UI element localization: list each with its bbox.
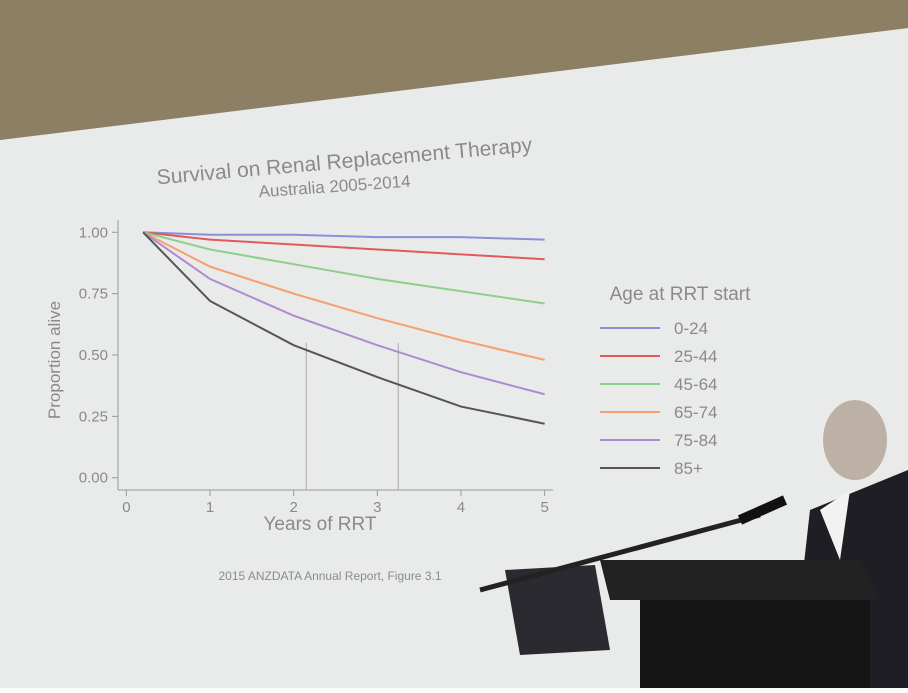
y-tick-label: 0.00	[79, 470, 108, 487]
x-tick-label: 3	[373, 499, 381, 516]
x-tick-label: 4	[457, 499, 465, 516]
y-tick-label: 0.75	[79, 286, 108, 303]
x-tick-label: 2	[290, 499, 298, 516]
y-tick-label: 1.00	[79, 224, 108, 241]
legend-title: Age at RRT start	[610, 284, 752, 305]
photo: Survival on Renal Replacement Therapy Au…	[0, 0, 908, 688]
x-tick-label: 1	[206, 499, 214, 516]
podium-top	[600, 560, 880, 600]
legend-label: 45-64	[674, 375, 717, 394]
legend-label: 75-84	[674, 431, 717, 450]
legend-label: 0-24	[674, 319, 708, 338]
x-tick-label: 0	[122, 499, 130, 516]
podium	[640, 600, 870, 688]
legend-label: 65-74	[674, 403, 717, 422]
x-axis-label: Years of RRT	[264, 514, 377, 535]
y-tick-label: 0.50	[79, 347, 108, 364]
legend-label: 25-44	[674, 347, 717, 366]
page: Survival on Renal Replacement Therapy Au…	[0, 0, 908, 688]
legend-label: 85+	[674, 459, 703, 478]
source-note: 2015 ANZDATA Annual Report, Figure 3.1	[218, 569, 441, 583]
y-axis-label: Proportion alive	[45, 301, 64, 419]
x-tick-label: 5	[540, 499, 548, 516]
y-tick-label: 0.25	[79, 408, 108, 425]
head	[823, 400, 887, 480]
